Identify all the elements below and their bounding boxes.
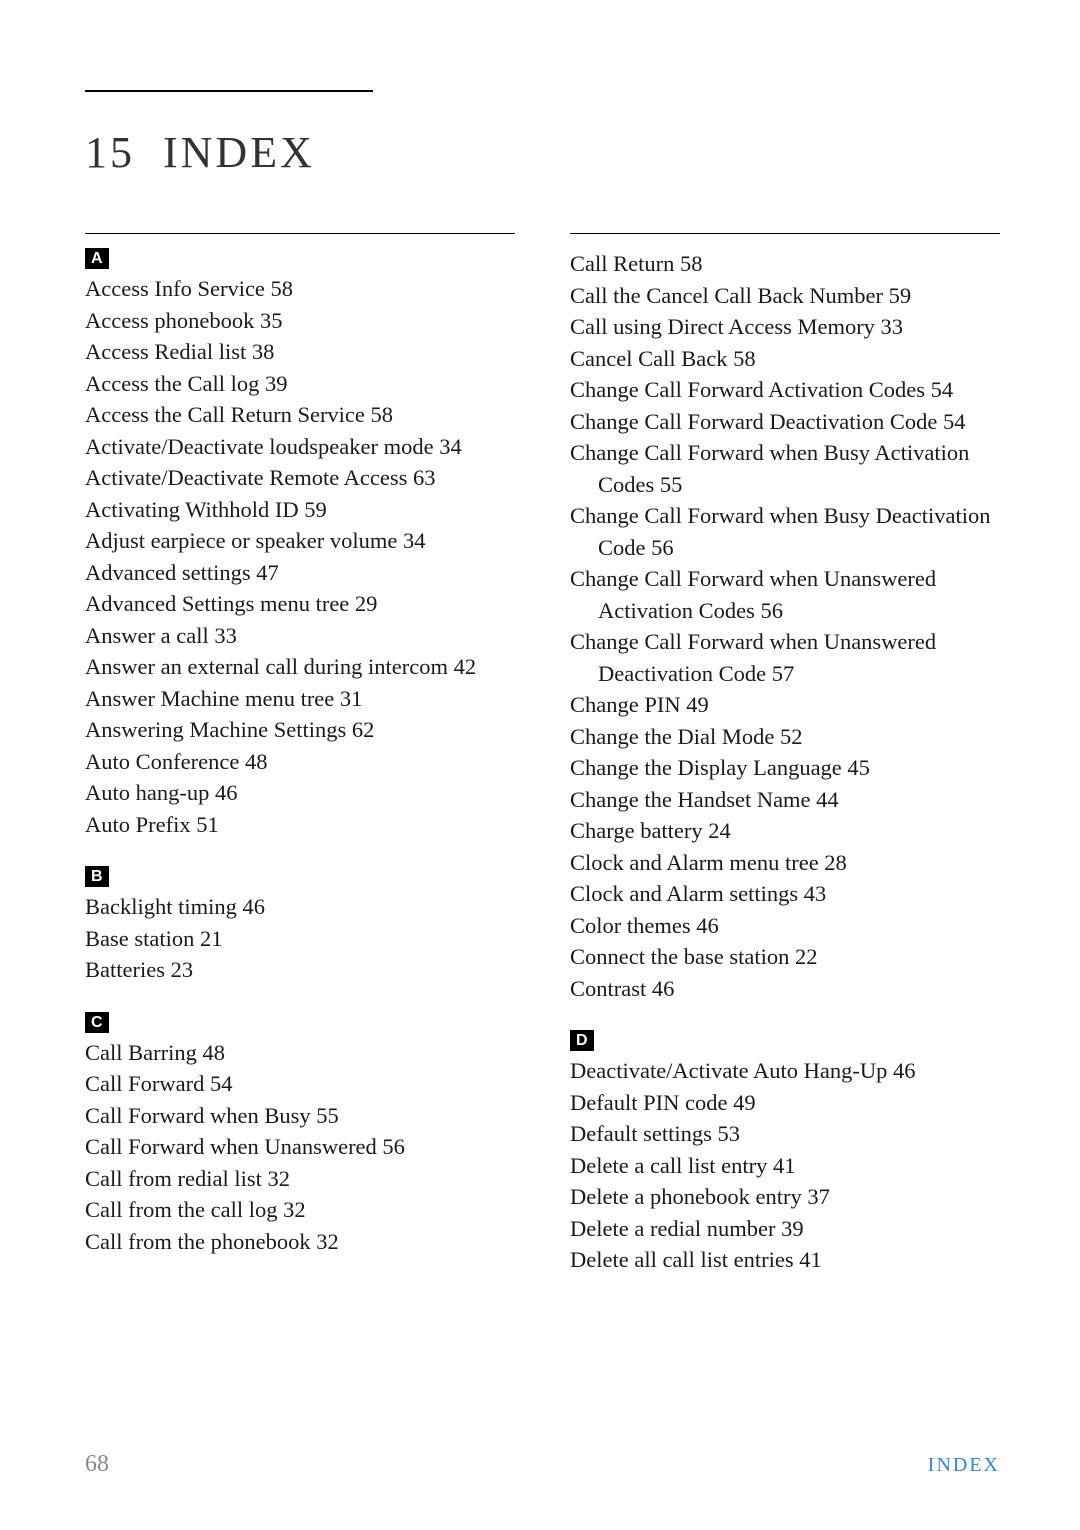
index-entry: Change Call Forward when Unanswered Deac…	[570, 626, 1000, 689]
index-entry: Call using Direct Access Memory 33	[570, 311, 1000, 343]
index-entry: Activating Withhold ID 59	[85, 494, 515, 526]
index-entry: Auto Prefix 51	[85, 809, 515, 841]
index-group: Call Return 58Call the Cancel Call Back …	[570, 248, 1000, 1004]
index-entry: Change the Handset Name 44	[570, 784, 1000, 816]
index-entry: Answer a call 33	[85, 620, 515, 652]
index-entry: Access Redial list 38	[85, 336, 515, 368]
index-entry: Advanced settings 47	[85, 557, 515, 589]
index-entry: Call Return 58	[570, 248, 1000, 280]
index-entry: Call Forward 54	[85, 1068, 515, 1100]
header-rule	[85, 90, 373, 92]
index-entry: Call the Cancel Call Back Number 59	[570, 280, 1000, 312]
index-entry: Call Forward when Unanswered 56	[85, 1131, 515, 1163]
index-entry: Clock and Alarm menu tree 28	[570, 847, 1000, 879]
page-number: 68	[85, 1451, 109, 1478]
index-entry: Default PIN code 49	[570, 1087, 1000, 1119]
left-column: A Access Info Service 58Access phonebook …	[85, 233, 515, 1302]
index-entry: Base station 21	[85, 923, 515, 955]
index-entry: Answer Machine menu tree 31	[85, 683, 515, 715]
section-letter: D	[570, 1030, 594, 1051]
index-group: A Access Info Service 58Access phonebook …	[85, 248, 515, 840]
index-entry: Delete all call list entries 41	[570, 1244, 1000, 1276]
index-entry: Change Call Forward when Busy Deactivati…	[570, 500, 1000, 563]
index-entry: Access the Call log 39	[85, 368, 515, 400]
section-letter: C	[85, 1012, 109, 1033]
index-entry: Change Call Forward Deactivation Code 54	[570, 406, 1000, 438]
chapter-number: 15	[85, 128, 135, 177]
index-entry: Access Info Service 58	[85, 273, 515, 305]
content-columns: A Access Info Service 58Access phonebook …	[85, 233, 1000, 1302]
index-entry: Advanced Settings menu tree 29	[85, 588, 515, 620]
index-entry: Change Call Forward Activation Codes 54	[570, 374, 1000, 406]
index-entry: Change Call Forward when Unanswered Acti…	[570, 563, 1000, 626]
index-entry: Backlight timing 46	[85, 891, 515, 923]
section-letter: B	[85, 866, 109, 887]
index-entry: Change Call Forward when Busy Activation…	[570, 437, 1000, 500]
index-entry: Call Barring 48	[85, 1037, 515, 1069]
index-entry: Call Forward when Busy 55	[85, 1100, 515, 1132]
index-entry: Answering Machine Settings 62	[85, 714, 515, 746]
index-entry: Change the Display Language 45	[570, 752, 1000, 784]
chapter-label: INDEX	[163, 128, 315, 177]
index-entry: Contrast 46	[570, 973, 1000, 1005]
page: 15 INDEX A Access Info Service 58Access p…	[0, 0, 1080, 1530]
index-entry: Access the Call Return Service 58	[85, 399, 515, 431]
index-entry: Auto Conference 48	[85, 746, 515, 778]
index-group: CCall Barring 48Call Forward 54Call Forw…	[85, 1012, 515, 1258]
index-entry: Delete a redial number 39	[570, 1213, 1000, 1245]
footer-section-label: INDEX	[928, 1454, 1000, 1477]
index-entry: Change PIN 49	[570, 689, 1000, 721]
index-entry: Call from redial list 32	[85, 1163, 515, 1195]
index-entry: Color themes 46	[570, 910, 1000, 942]
page-footer: 68 INDEX	[85, 1451, 1000, 1478]
index-entry: Activate/Deactivate Remote Access 63	[85, 462, 515, 494]
index-entry: Call from the call log 32	[85, 1194, 515, 1226]
index-entry: Cancel Call Back 58	[570, 343, 1000, 375]
index-entry: Change the Dial Mode 52	[570, 721, 1000, 753]
index-entry: Batteries 23	[85, 954, 515, 986]
index-entry: Auto hang-up 46	[85, 777, 515, 809]
index-entry: Call from the phonebook 32	[85, 1226, 515, 1258]
index-entry: Activate/Deactivate loudspeaker mode 34	[85, 431, 515, 463]
index-group: DDeactivate/Activate Auto Hang-Up 46Defa…	[570, 1030, 1000, 1276]
index-entry: Answer an external call during intercom …	[85, 651, 515, 683]
right-column: Call Return 58Call the Cancel Call Back …	[570, 233, 1000, 1302]
index-entry: Clock and Alarm settings 43	[570, 878, 1000, 910]
index-entry: Adjust earpiece or speaker volume 34	[85, 525, 515, 557]
index-entry: Charge battery 24	[570, 815, 1000, 847]
index-entry: Access phonebook 35	[85, 305, 515, 337]
index-entry: Connect the base station 22	[570, 941, 1000, 973]
index-entry: Default settings 53	[570, 1118, 1000, 1150]
index-entry: Delete a phonebook entry 37	[570, 1181, 1000, 1213]
index-group: B Backlight timing 46Base station 21Batte…	[85, 866, 515, 986]
index-entry: Delete a call list entry 41	[570, 1150, 1000, 1182]
index-entry: Deactivate/Activate Auto Hang-Up 46	[570, 1055, 1000, 1087]
section-letter: A	[85, 248, 109, 269]
chapter-title: 15 INDEX	[85, 127, 1000, 178]
